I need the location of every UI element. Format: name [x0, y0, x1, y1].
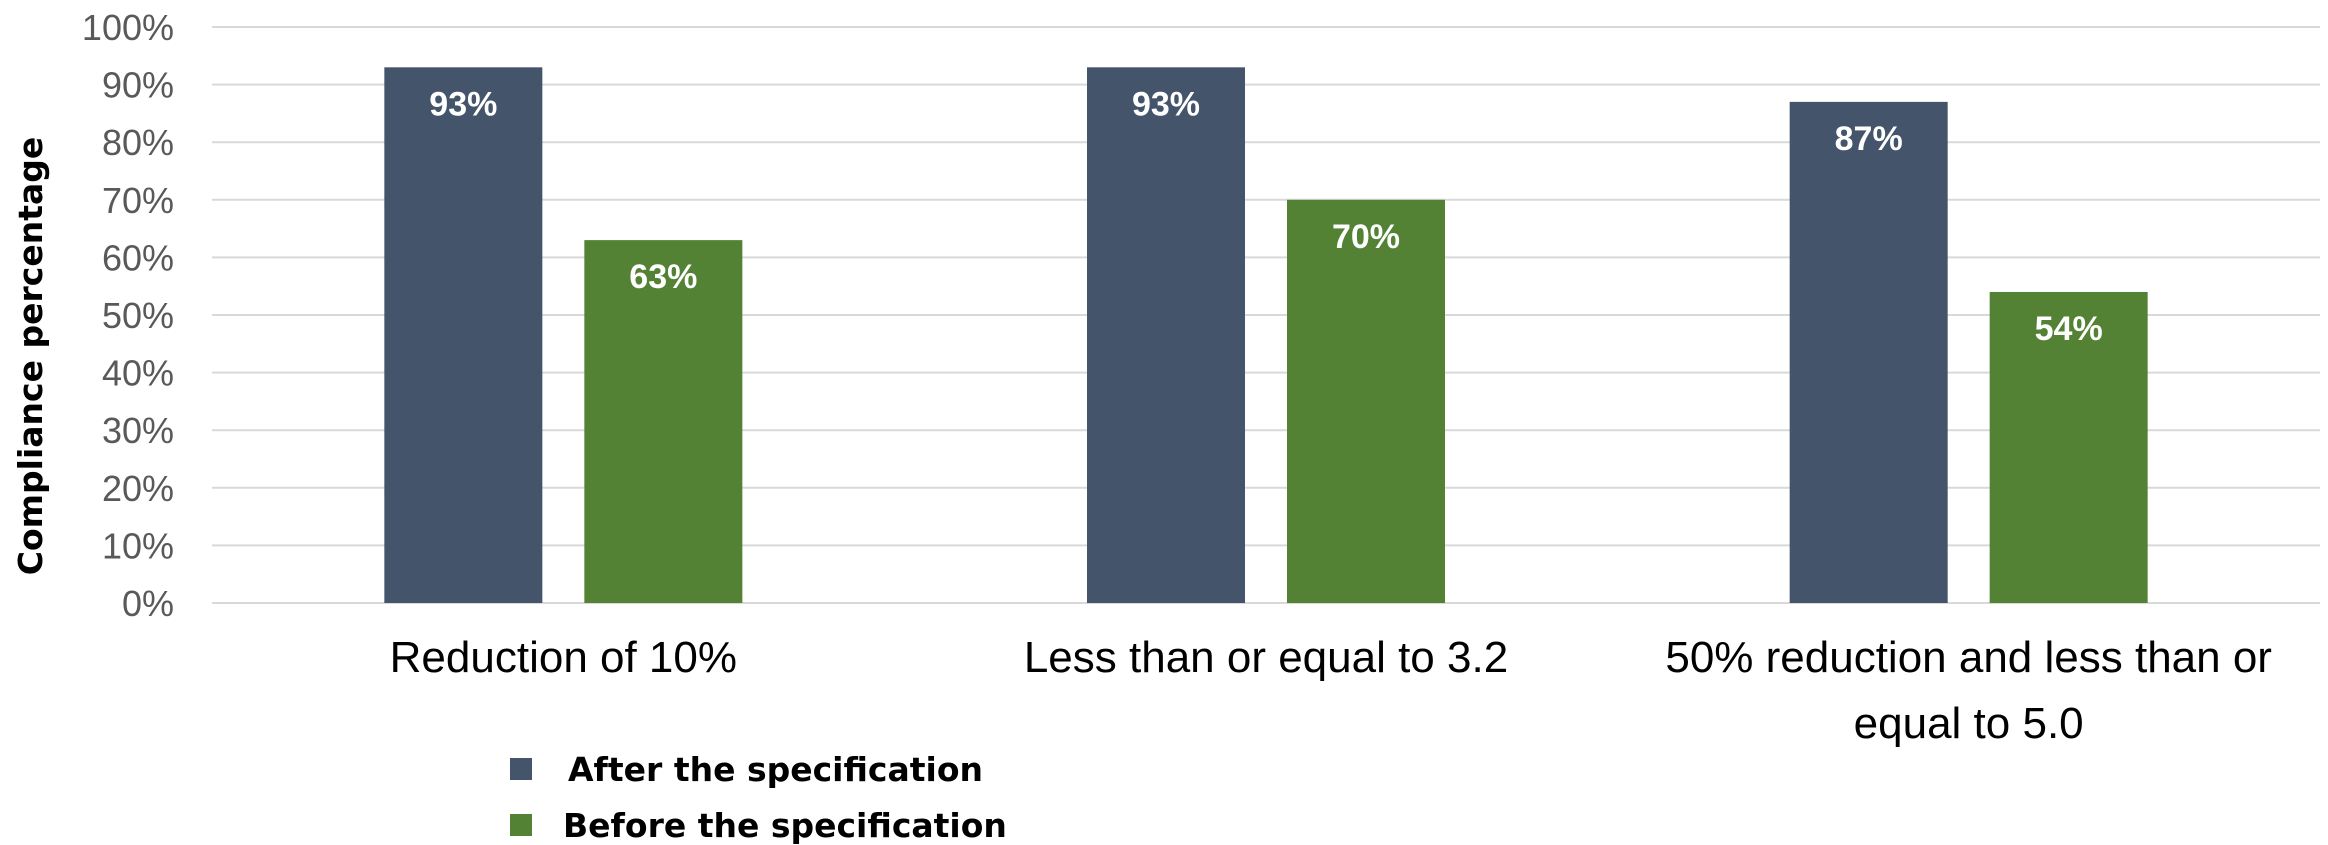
y-tick-label: 30% — [102, 410, 174, 451]
data-label: 93% — [1132, 85, 1200, 123]
gridlines — [212, 26, 2320, 604]
x-category-label: Less than or equal to 3.2 — [1024, 633, 1508, 682]
legend-label: After the specification — [568, 750, 983, 789]
bar — [384, 67, 543, 603]
legend-swatch — [510, 814, 532, 836]
data-label: 93% — [429, 85, 497, 123]
y-tick-label: 70% — [102, 180, 174, 221]
y-tick-label: 40% — [102, 353, 174, 394]
legend: After the specification Before the specif… — [510, 750, 1007, 845]
y-tick-label: 80% — [102, 122, 174, 163]
bar — [1989, 291, 2148, 603]
bar — [1789, 101, 1948, 603]
y-axis-label: Compliance percentage — [11, 137, 50, 575]
legend-swatch — [510, 758, 532, 780]
y-tick-label: 50% — [102, 295, 174, 336]
y-tick-label: 90% — [102, 65, 174, 106]
y-axis-ticks: 0% 10% 20% 30% 40% 50% 60% 70% 80% 90% 100% — [82, 7, 174, 624]
bars — [384, 67, 2148, 604]
bar — [1287, 199, 1445, 604]
x-category-label: Reduction of 10% — [390, 633, 737, 682]
data-label: 70% — [1332, 218, 1400, 256]
y-tick-label: 100% — [82, 7, 174, 48]
x-category-label: 50% reduction and less than or equal to 5… — [1665, 633, 2272, 748]
x-axis-categories: Reduction of 10% Less than or equal to 3.… — [390, 633, 2272, 748]
data-label: 63% — [629, 258, 697, 296]
bar — [1087, 67, 1245, 603]
y-tick-label: 60% — [102, 237, 174, 278]
legend-label: Before the specification — [563, 806, 1007, 845]
y-tick-label: 10% — [102, 525, 174, 566]
y-tick-label: 0% — [122, 583, 174, 624]
data-labels: 93% 63% 93% 70% 87% 54% — [429, 85, 2102, 348]
data-label: 87% — [1835, 120, 1903, 158]
data-label: 54% — [2035, 310, 2103, 348]
bar — [584, 240, 743, 603]
y-tick-label: 20% — [102, 468, 174, 509]
